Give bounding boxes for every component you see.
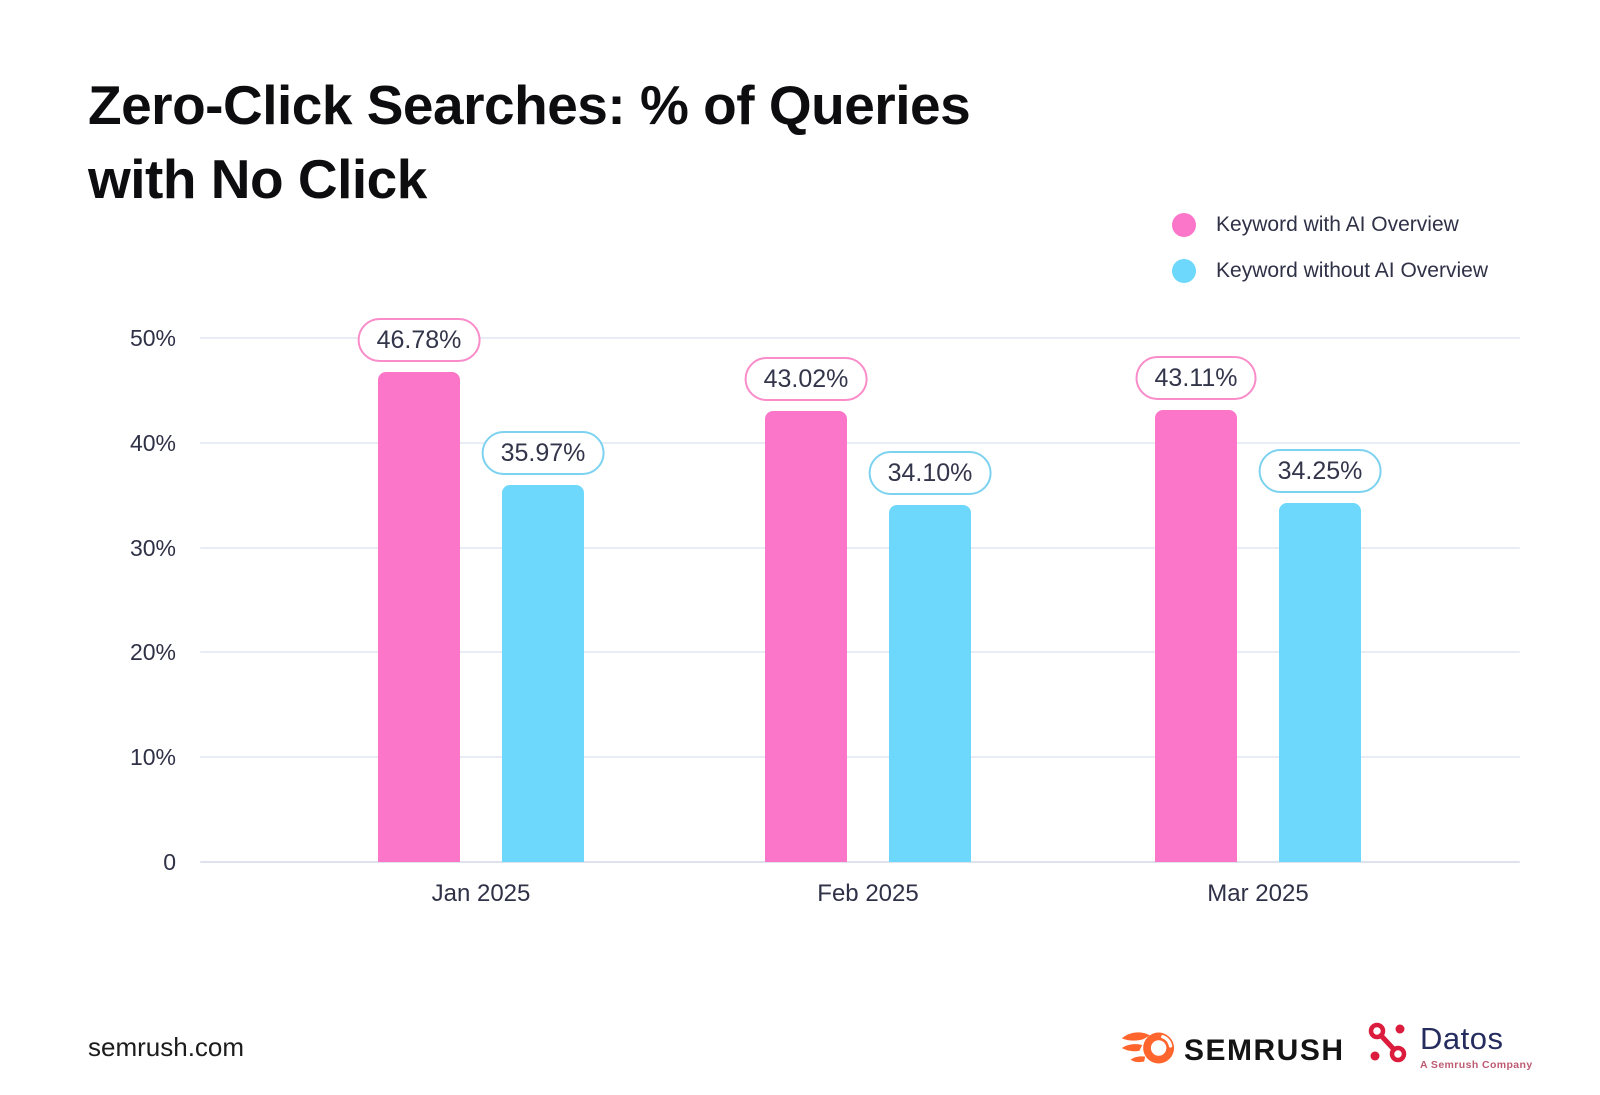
y-tick-label: 0 [163,849,176,875]
gridline [200,861,1520,863]
legend-item-without-ai: Keyword without AI Overview [1172,252,1488,290]
gridline [200,441,1520,444]
legend-item-with-ai: Keyword with AI Overview [1172,206,1488,244]
bar [765,411,847,862]
y-tick-label: 50% [129,325,176,351]
gridline [200,651,1520,654]
chart-title-line1: Zero-Click Searches: % of Queries [88,74,971,136]
bar [889,504,971,862]
footer-site-text: semrush.com [88,1032,245,1062]
datos-wordmark: Datos [1420,1021,1504,1056]
legend-label: Keyword with AI Overview [1216,213,1459,236]
y-tick-label: 20% [129,639,176,666]
semrush-logo: SEMRUSH [1120,1030,1345,1071]
datos-tagline: A Semrush Company [1420,1059,1533,1071]
chart-title: Zero-Click Searches: % of Queries with N… [88,68,971,216]
datos-network-icon [1368,1022,1408,1069]
bar [502,485,584,862]
value-pill: 46.78% [357,317,481,362]
legend-dot-blue-icon [1172,259,1197,283]
x-axis-label: Jan 2025 [431,880,531,907]
legend-dot-pink-icon [1172,213,1197,237]
legend-label: Keyword without AI Overview [1216,259,1488,282]
semrush-flame-icon [1120,1030,1176,1071]
x-axis-label: Feb 2025 [817,880,919,907]
value-pill: 43.02% [744,357,868,402]
gridline [200,337,1520,339]
x-axis-label: Mar 2025 [1207,880,1309,907]
value-pill: 34.25% [1258,449,1382,494]
chart-title-line2: with No Click [88,148,427,210]
gridline [200,546,1520,549]
y-tick-label: 30% [129,534,176,561]
value-pill: 35.97% [481,431,605,476]
y-tick-label: 40% [129,429,176,456]
semrush-wordmark: SEMRUSH [1184,1033,1345,1067]
datos-logo: Datos A Semrush Company [1368,1022,1533,1071]
bar [378,371,460,862]
bar [1155,410,1237,862]
value-pill: 43.11% [1135,356,1257,401]
bar [1279,503,1361,862]
gridline [200,756,1520,759]
y-tick-label: 10% [129,744,176,771]
legend: Keyword with AI Overview Keyword without… [1172,206,1488,290]
value-pill: 34.10% [868,450,992,495]
